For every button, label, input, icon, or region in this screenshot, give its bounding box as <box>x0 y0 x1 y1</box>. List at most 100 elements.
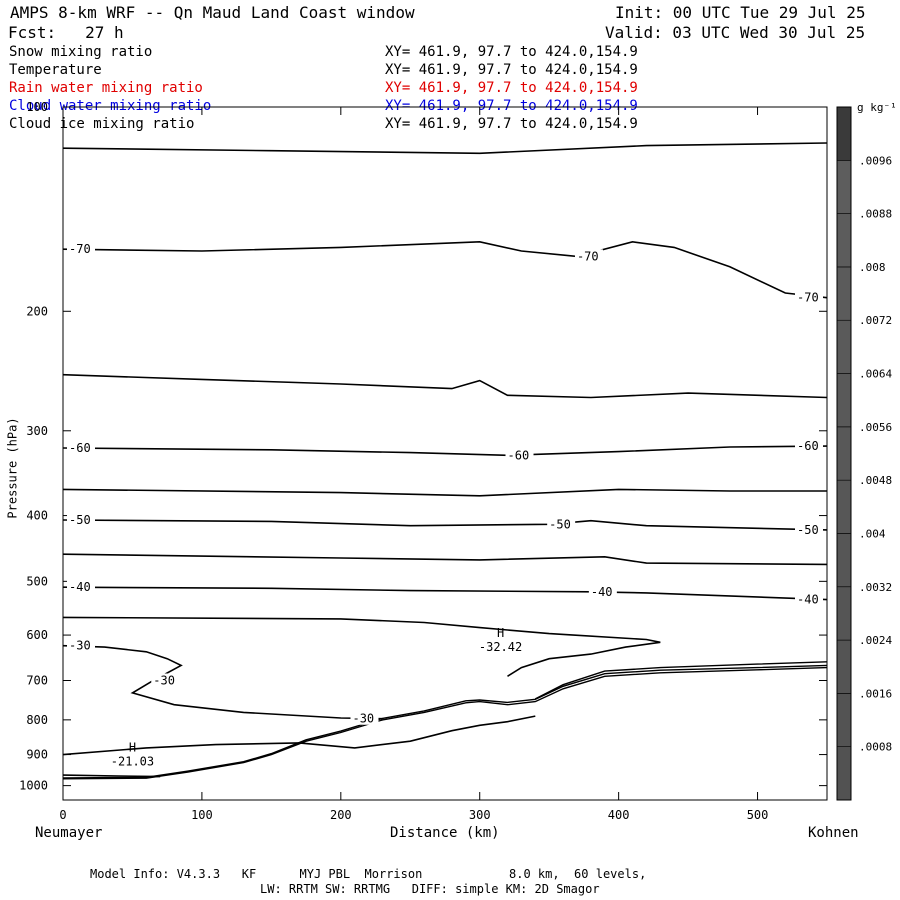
field-xy-range: XY= 461.9, 97.7 to 424.0,154.9 <box>385 80 638 96</box>
y-tick-label: 500 <box>26 574 48 588</box>
field-xy-range: XY= 461.9, 97.7 to 424.0,154.9 <box>385 116 638 132</box>
contour-label-layer: -70 -70 -70 -60 -60 -60 -50 -50 -50 -40 -40 -40 -30 -… <box>67 242 823 768</box>
axis-layer: 0 100 200 300 400 500 100 200 300 400 500 600 700 800… <box>19 100 827 822</box>
contour-label: -70 <box>69 242 91 256</box>
extremum-value: -21.03 <box>111 754 154 768</box>
colorbar-swatch <box>836 266 852 321</box>
contour-label-bg <box>588 584 617 598</box>
colorbar-swatch <box>836 533 852 588</box>
colorbar-swatch <box>836 586 852 641</box>
contour-label-bg <box>547 517 576 531</box>
contour-label-bg <box>574 249 603 263</box>
extremum-marker: H <box>497 626 504 640</box>
colorbar-label: .0008 <box>859 741 892 754</box>
colorbar-label: .0016 <box>859 687 892 700</box>
colorbar-swatch <box>836 319 852 374</box>
colorbar: .0096 .0088 .008 .0072 .0064 .0056 .0048 .004 .0… <box>836 101 897 801</box>
colorbar-label: .0064 <box>859 368 892 381</box>
y-tick-label: 300 <box>26 424 48 438</box>
contour-label: -40 <box>69 580 91 594</box>
terrain-surface-line <box>534 661 828 700</box>
colorbar-swatch <box>836 373 852 428</box>
contour-label: -40 <box>797 593 819 607</box>
colorbar-frame <box>836 106 852 801</box>
isotherm-line <box>62 519 828 531</box>
terrain-surface-line <box>62 666 828 780</box>
terrain-layer <box>63 667 827 800</box>
isotherm-line <box>62 240 828 299</box>
x-axis-label: Distance (km) <box>390 825 500 841</box>
terrain-surface-line <box>62 664 828 779</box>
right-endpoint-label: Kohnen <box>808 825 859 841</box>
contour-label-bg <box>67 242 95 256</box>
colorbar-unit: g kg⁻¹ <box>857 101 897 114</box>
field-name: Temperature <box>9 62 102 78</box>
y-tick-label: 600 <box>26 628 48 642</box>
isotherm-line <box>62 644 383 720</box>
colorbar-label: .0024 <box>859 634 892 647</box>
y-tick-label: 900 <box>26 748 48 762</box>
left-endpoint-label: Neumayer <box>35 825 103 841</box>
contour-label: -50 <box>549 517 571 531</box>
contour-label: -30 <box>352 712 374 726</box>
contour-label-bg <box>67 440 95 454</box>
y-tick-label: 400 <box>26 509 48 523</box>
model-info: Model Info: V4.3.3 KF MYJ PBL Morrison 8… <box>90 867 647 881</box>
colorbar-swatch <box>836 160 852 214</box>
colorbar-swatch <box>836 426 852 481</box>
colorbar-swatch <box>836 106 852 161</box>
contour-label: -70 <box>797 291 819 305</box>
x-tick-label: 0 <box>59 808 66 822</box>
extremum-marker: H <box>129 740 136 754</box>
isotherm-line <box>62 616 661 677</box>
contour-label-bg <box>795 290 823 304</box>
contour-label: -50 <box>69 513 91 527</box>
contour-label: -30 <box>153 674 175 688</box>
contour-label-bg <box>795 522 823 536</box>
plot-frame <box>62 106 828 801</box>
terrain-fill <box>63 667 827 800</box>
isotherm-line <box>62 488 827 497</box>
x-tick-label: 200 <box>330 808 352 822</box>
forecast-hour: Fcst: 27 h <box>8 23 124 42</box>
isotherm-line <box>62 553 828 566</box>
colorbar-label: .0032 <box>859 581 892 594</box>
field-name: Cloud ice mixing ratio <box>9 116 195 132</box>
field-xy-range: XY= 461.9, 97.7 to 424.0,154.9 <box>385 44 638 60</box>
field-xy-range: XY= 461.9, 97.7 to 424.0,154.9 <box>385 98 638 114</box>
isotherm-line <box>62 373 828 399</box>
isotherm-line <box>62 715 536 756</box>
colorbar-label: .0088 <box>859 208 892 221</box>
init-time: Init: 00 UTC Tue 29 Jul 25 <box>615 3 866 22</box>
x-tick-label: 300 <box>469 808 491 822</box>
isotherm-line <box>62 445 828 457</box>
colorbar-swatch <box>836 479 852 534</box>
contour-label-bg <box>67 580 95 594</box>
contour-label-bg <box>505 448 534 462</box>
surface-layer <box>62 661 828 780</box>
field-xy-range: XY= 461.9, 97.7 to 424.0,154.9 <box>385 62 638 78</box>
contour-label-bg <box>795 592 823 606</box>
isotherm-line <box>62 142 828 155</box>
contour-label: -60 <box>69 441 91 455</box>
colorbar-label: .008 <box>859 261 886 274</box>
x-tick-label: 100 <box>191 808 213 822</box>
contour-label-bg <box>67 512 95 526</box>
colorbar-label: .0048 <box>859 474 892 487</box>
valid-time: Valid: 03 UTC Wed 30 Jul 25 <box>605 23 866 42</box>
colorbar-label: .0072 <box>859 314 892 327</box>
contour-label: -50 <box>797 523 819 537</box>
colorbar-label: .0096 <box>859 154 892 167</box>
contour-label: -60 <box>508 448 530 462</box>
contour-label: -70 <box>577 249 599 263</box>
field-name: Rain water mixing ratio <box>9 80 203 96</box>
chart-title: AMPS 8-km WRF -- Qn Maud Land Coast wind… <box>10 3 415 22</box>
extremum-value: -32.42 <box>479 640 522 654</box>
x-tick-label: 500 <box>747 808 769 822</box>
contour-label: -40 <box>591 585 613 599</box>
contour-label-bg <box>67 638 95 652</box>
isotherm-line <box>62 586 828 601</box>
colorbar-swatch <box>836 693 852 747</box>
field-name: Cloud water mixing ratio <box>9 98 212 114</box>
